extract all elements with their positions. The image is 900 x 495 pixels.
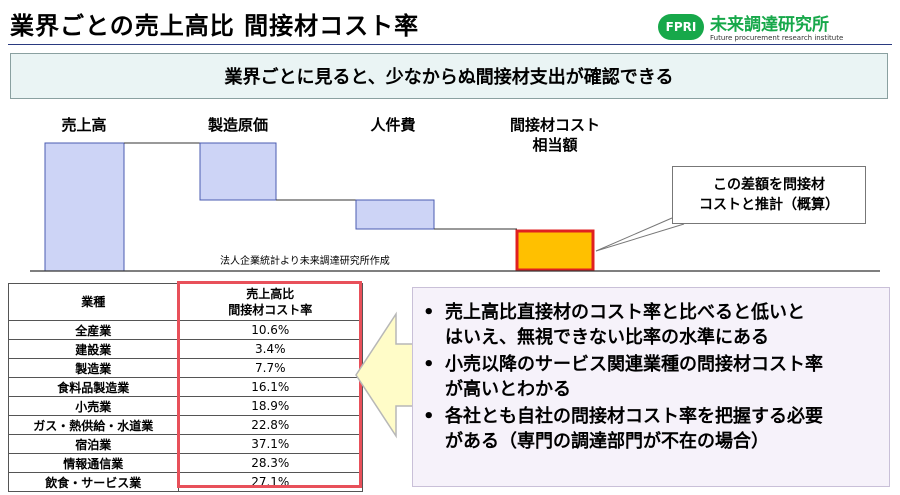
label-sales: 売上高 bbox=[61, 116, 107, 134]
page-title: 業界ごとの売上高比 間接材コスト率 bbox=[10, 12, 420, 40]
logo-subtitle: Future procurement research institute bbox=[710, 34, 844, 42]
bullet-line: がある（専門の調達部門が不在の場合） bbox=[445, 431, 769, 452]
callout-pointer-bottom bbox=[595, 223, 685, 252]
industry-cell: ガス・熱供給・水道業 bbox=[8, 415, 179, 435]
header-industry: 業種 bbox=[8, 283, 179, 321]
ratio-cell: 22.8% bbox=[177, 415, 363, 435]
table-row: 建設業 3.4% bbox=[8, 339, 363, 359]
callout-line-1: この差額を問接材 bbox=[713, 177, 825, 193]
label-equivalent-amount: 相当額 bbox=[532, 136, 578, 154]
header-ratio-line-1: 売上高比 bbox=[246, 287, 295, 301]
title-rule bbox=[8, 44, 892, 45]
bullet-line: 売上高比直接材のコスト率と比べると低いと bbox=[445, 302, 805, 323]
header-ratio-line-2: 間接材コスト率 bbox=[228, 303, 313, 317]
industry-cell: 建設業 bbox=[8, 339, 179, 359]
subtitle-banner: 業界ごとに見ると、少なからぬ間接材支出が確認できる bbox=[10, 53, 888, 99]
bullet-marker: • bbox=[423, 302, 435, 323]
industry-cell: 小売業 bbox=[8, 396, 179, 416]
ratio-cell: 27.1% bbox=[177, 472, 363, 492]
bullet-line: が高いとわかる bbox=[445, 379, 571, 400]
bullet-marker: • bbox=[423, 406, 435, 427]
industry-cell: 飲食・サービス業 bbox=[8, 472, 179, 492]
ratio-cell: 3.4% bbox=[177, 339, 363, 359]
bar-labor-cost bbox=[355, 199, 435, 230]
ratio-cell: 7.7% bbox=[177, 358, 363, 378]
waterfall-svg bbox=[30, 142, 880, 272]
bar-indirect-cost bbox=[515, 229, 595, 272]
bullet-item: • 小売以降のサービス関連業種の問接材コスト率 が高いとわかる bbox=[423, 352, 881, 402]
table-row: 製造業 7.7% bbox=[8, 358, 363, 378]
label-labor-cost: 人件費 bbox=[370, 116, 416, 134]
table-row: 小売業 18.9% bbox=[8, 396, 363, 416]
ratio-cell: 37.1% bbox=[177, 434, 363, 454]
bullet-item: • 各社とも自社の問接材コスト率を把握する必要 がある（専門の調達部門が不在の場… bbox=[423, 404, 881, 454]
header-ratio: 売上高比 間接材コスト率 bbox=[177, 283, 363, 321]
callout-box: この差額を問接材 コストと推計（概算） bbox=[672, 166, 866, 224]
logo-badge: FPRI bbox=[658, 14, 704, 40]
bar-sales bbox=[44, 142, 125, 272]
logo-name: 未来調達研究所 bbox=[710, 15, 829, 35]
waterfall-chart: 売上高 製造原価 人件費 間接材コスト 相当額 法人企業統計より未来調達研究所作… bbox=[0, 100, 900, 280]
table-row: 全産業 10.6% bbox=[8, 320, 363, 340]
table-row: 食料品製造業 16.1% bbox=[8, 377, 363, 397]
bullet-panel: • 売上高比直接材のコスト率と比べると低いと はいえ、無視できない比率の水準にあ… bbox=[412, 287, 890, 487]
table-row: 情報通信業 28.3% bbox=[8, 453, 363, 473]
label-indirect-cost: 間接材コスト bbox=[509, 116, 601, 134]
ratio-cell: 16.1% bbox=[177, 377, 363, 397]
industry-ratio-table: 業種 売上高比 間接材コスト率 全産業 10.6% 建設業 3.4% 製造業 7.7%… bbox=[8, 283, 363, 492]
table-header-row: 業種 売上高比 間接材コスト率 bbox=[8, 283, 363, 321]
bullet-item: • 売上高比直接材のコスト率と比べると低いと はいえ、無視できない比率の水準にあ… bbox=[423, 300, 881, 350]
industry-cell: 食料品製造業 bbox=[8, 377, 179, 397]
industry-cell: 全産業 bbox=[8, 320, 179, 340]
ratio-cell: 28.3% bbox=[177, 453, 363, 473]
bullet-line: 小売以降のサービス関連業種の問接材コスト率 bbox=[445, 354, 823, 375]
company-logo: FPRI 未来調達研究所 Future procurement research… bbox=[658, 8, 894, 48]
industry-cell: 宿泊業 bbox=[8, 434, 179, 454]
bullet-line: 各社とも自社の問接材コスト率を把握する必要 bbox=[445, 406, 823, 427]
table-row: 飲食・サービス業 27.1% bbox=[8, 472, 363, 492]
callout-pointer-top bbox=[595, 217, 673, 252]
bullet-marker: • bbox=[423, 354, 435, 375]
source-note: 法人企業統計より未来調達研究所作成 bbox=[220, 256, 390, 267]
bullet-line: はいえ、無視できない比率の水準にある bbox=[445, 327, 769, 348]
ratio-cell: 18.9% bbox=[177, 396, 363, 416]
bar-manufacturing-cost bbox=[199, 142, 277, 201]
table-row: 宿泊業 37.1% bbox=[8, 434, 363, 454]
ratio-cell: 10.6% bbox=[177, 320, 363, 340]
industry-cell: 情報通信業 bbox=[8, 453, 179, 473]
callout-line-2: コストと推計（概算） bbox=[699, 197, 839, 213]
table-row: ガス・熱供給・水道業 22.8% bbox=[8, 415, 363, 435]
industry-cell: 製造業 bbox=[8, 358, 179, 378]
label-manufacturing-cost: 製造原価 bbox=[207, 116, 269, 134]
